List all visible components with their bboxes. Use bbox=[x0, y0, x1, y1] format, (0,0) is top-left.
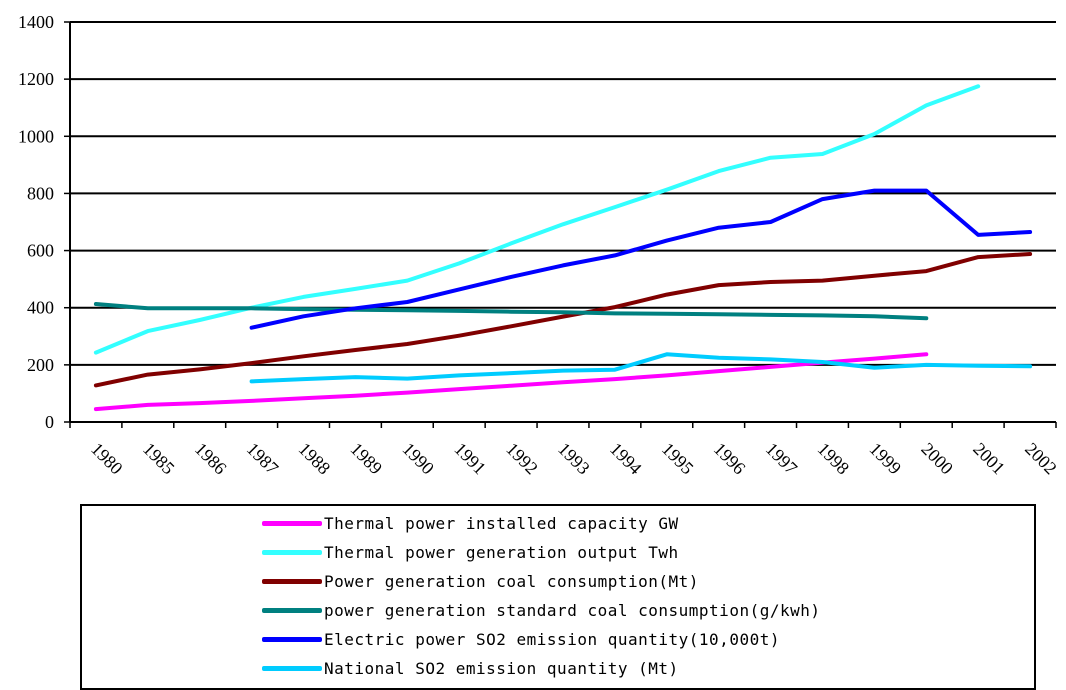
axes bbox=[64, 21, 1057, 428]
x-tick-label: 1999 bbox=[866, 439, 906, 479]
legend-label: power generation standard coal consumpti… bbox=[324, 600, 821, 620]
y-tick-label: 200 bbox=[27, 355, 54, 375]
legend-swatch bbox=[262, 607, 322, 613]
x-tick-label: 1980 bbox=[87, 439, 127, 479]
legend-item: Power generation coal consumption(Mt) bbox=[262, 570, 699, 592]
legend-swatch bbox=[262, 549, 322, 555]
x-tick-label: 1985 bbox=[139, 439, 179, 479]
legend-item: Thermal power installed capacity GW bbox=[262, 512, 679, 534]
legend: Thermal power installed capacity GW Ther… bbox=[80, 504, 1036, 690]
series-lines bbox=[93, 84, 1033, 412]
x-tick-labels: 1980 1985 1986 1987 1988 1989 1990 1991 1992 1993… bbox=[87, 439, 1061, 479]
y-tick-label: 1400 bbox=[18, 12, 54, 32]
series-line bbox=[93, 252, 1033, 388]
legend-label: Power generation coal consumption(Mt) bbox=[324, 571, 699, 591]
x-tick-label: 1998 bbox=[814, 439, 854, 479]
y-tick-label: 1000 bbox=[18, 126, 54, 146]
x-tick-label: 2001 bbox=[969, 439, 1009, 479]
y-tick-labels: 0 200 400 600 800 1000 1200 1400 bbox=[18, 12, 54, 432]
x-tick-label: 2000 bbox=[917, 439, 957, 479]
y-tick-label: 400 bbox=[27, 298, 54, 318]
legend-swatch bbox=[262, 665, 322, 671]
x-tick-label: 1996 bbox=[710, 439, 750, 479]
legend-item: National SO2 emission quantity (Mt) bbox=[262, 657, 679, 679]
series-line bbox=[249, 352, 1033, 384]
y-tick-label: 1200 bbox=[18, 69, 54, 89]
x-tick-label: 1989 bbox=[347, 439, 387, 479]
x-tick-label: 1986 bbox=[191, 439, 231, 479]
legend-label: Thermal power generation output Twh bbox=[324, 542, 679, 562]
x-tick-label: 1997 bbox=[762, 439, 802, 479]
legend-label: National SO2 emission quantity (Mt) bbox=[324, 658, 679, 678]
y-tick-label: 800 bbox=[27, 183, 54, 203]
series-line bbox=[249, 188, 1033, 330]
x-tick-label: 1993 bbox=[554, 439, 594, 479]
x-tick-label: 1994 bbox=[606, 439, 646, 479]
y-tick-label: 600 bbox=[27, 241, 54, 261]
x-tick-label: 1987 bbox=[243, 439, 283, 479]
x-tick-label: 1992 bbox=[502, 439, 542, 479]
legend-swatch bbox=[262, 636, 322, 642]
y-tick-label: 0 bbox=[45, 412, 54, 432]
x-tick-label: 1988 bbox=[295, 439, 335, 479]
legend-label: Thermal power installed capacity GW bbox=[324, 513, 679, 533]
legend-item: power generation standard coal consumpti… bbox=[262, 599, 821, 621]
legend-label: Electric power SO2 emission quantity(10,… bbox=[324, 629, 780, 649]
series-line bbox=[93, 352, 929, 412]
legend-swatch bbox=[262, 520, 322, 526]
legend-item: Thermal power generation output Twh bbox=[262, 541, 679, 563]
legend-swatch bbox=[262, 578, 322, 584]
series-line bbox=[93, 302, 929, 321]
x-tick-label: 1991 bbox=[450, 439, 490, 479]
x-tick-label: 1995 bbox=[658, 439, 698, 479]
x-tick-label: 2002 bbox=[1021, 439, 1061, 479]
legend-item: Electric power SO2 emission quantity(10,… bbox=[262, 628, 780, 650]
x-tick-label: 1990 bbox=[398, 439, 438, 479]
